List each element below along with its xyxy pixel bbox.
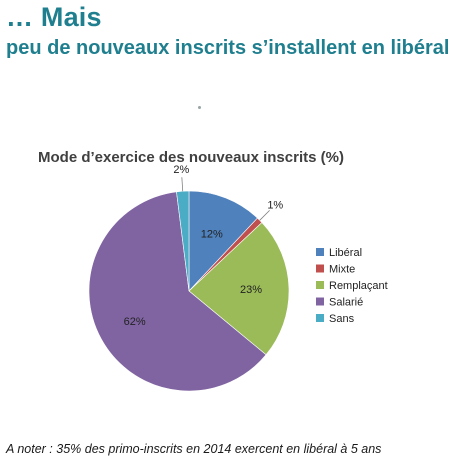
pie-chart: Mode d’exercice des nouveaux inscrits (%…: [38, 149, 388, 392]
page-title: … Mais: [6, 2, 102, 32]
footnote: A noter : 35% des primo-inscrits en 2014…: [6, 442, 382, 456]
legend-swatch-salarie: [316, 297, 324, 306]
legend-label-salarie: Salarié: [329, 297, 363, 309]
chart-legend: Libéral Mixte Remplaçant Salarié Sans: [316, 247, 388, 325]
legend-swatch-sans: [316, 314, 324, 322]
legend-swatch-liberal: [316, 248, 324, 256]
legend-label-sans: Sans: [329, 313, 355, 325]
slice-label-salarie: 62%: [124, 316, 146, 328]
pie-slice-liberal: [188, 190, 258, 292]
pie-slices: [88, 190, 290, 392]
legend-label-remplacant: Remplaçant: [329, 280, 388, 292]
leader-line-sans: [181, 177, 184, 192]
pie-slice-salarie: [88, 191, 267, 392]
legend-label-liberal: Libéral: [329, 247, 362, 259]
slice-labels: 12% 1% 23% 62% 2%: [124, 164, 284, 328]
legend-label-mixte: Mixte: [329, 264, 355, 276]
leader-line-mixte: [259, 210, 270, 221]
pie-slice-remplacant: [188, 222, 290, 356]
slice-label-remplacant: 23%: [240, 284, 262, 296]
chart-title: Mode d’exercice des nouveaux inscrits (%…: [38, 149, 344, 166]
legend-swatch-remplacant: [316, 281, 324, 289]
page-subtitle: peu de nouveaux inscrits s’installent en…: [6, 37, 450, 59]
slice-label-mixte: 1%: [267, 200, 283, 212]
leader-lines: [181, 177, 270, 221]
slice-label-liberal: 12%: [201, 228, 223, 240]
legend-swatch-mixte: [316, 264, 324, 273]
decorative-dot: [198, 106, 201, 109]
slice-label-sans: 2%: [173, 164, 189, 176]
